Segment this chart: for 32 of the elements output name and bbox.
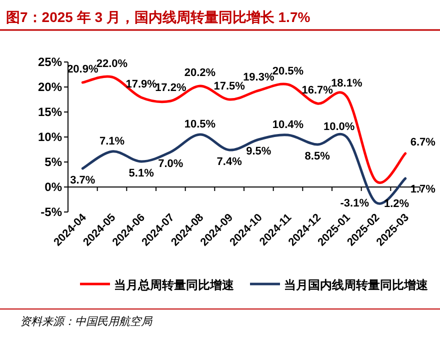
y-tick-label: 25%	[38, 55, 62, 69]
data-label: 6.7%	[410, 136, 436, 148]
data-label: 20.2%	[184, 67, 216, 79]
y-tick-label: 0%	[44, 180, 62, 194]
data-label: 10.0%	[323, 121, 355, 133]
y-tick-label: 20%	[38, 80, 62, 94]
data-label: 7.1%	[99, 136, 125, 148]
data-label: 7.4%	[216, 156, 242, 168]
data-label: 17.5%	[214, 80, 246, 92]
y-tick-label: 15%	[38, 105, 62, 119]
data-label: 16.7%	[302, 84, 334, 96]
data-label: 10.4%	[272, 119, 304, 131]
data-label: 8.5%	[304, 150, 330, 162]
data-label: 10.5%	[184, 118, 216, 130]
data-label: 5.1%	[128, 168, 154, 180]
data-label: 17.2%	[155, 82, 186, 94]
data-label: 20.9%	[67, 64, 98, 76]
data-label: 7.0%	[158, 158, 184, 170]
text: 资料来源：中国民用航空局	[20, 315, 153, 328]
data-label: 18.1%	[331, 78, 362, 90]
data-label: 1.2%	[384, 198, 410, 210]
data-label: 17.9%	[126, 78, 158, 90]
data-label: -3.1%	[340, 198, 370, 210]
y-tick-label: 5%	[44, 155, 62, 169]
y-tick-label: 10%	[38, 130, 62, 144]
data-label: 1.7%	[410, 184, 436, 196]
data-label: 19.3%	[243, 72, 274, 84]
legend-label: 当月国内线周转量同比增速	[284, 278, 429, 292]
data-label: 3.7%	[70, 174, 96, 186]
chart-title: 图7：2025 年 3 月，国内线周转量同比增长 1.7%	[6, 9, 311, 25]
legend-label: 当月总周转量同比增速	[114, 278, 235, 292]
data-label: 9.5%	[246, 146, 272, 158]
